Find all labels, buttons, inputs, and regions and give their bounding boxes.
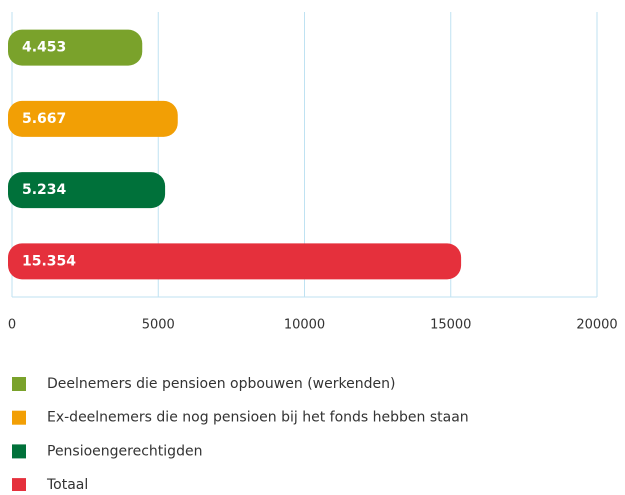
bar-label: 5.234	[22, 182, 67, 198]
legend-swatch	[12, 478, 26, 493]
bar-label: 4.453	[22, 40, 66, 56]
bar	[8, 29, 143, 66]
legend-label: Pensioengerechtigden	[47, 443, 202, 459]
legend-label: Ex-deelnemers die nog pensioen bij het f…	[47, 410, 469, 426]
x-tick-label: 0	[8, 318, 16, 333]
x-tick-label: 15000	[430, 318, 471, 333]
legend-swatch	[12, 410, 26, 425]
legend-swatch	[12, 444, 26, 459]
bar	[8, 172, 166, 209]
bar-label: 5.667	[22, 111, 66, 127]
bar	[8, 100, 178, 137]
legend-label: Deelnemers die pensioen opbouwen (werken…	[47, 376, 395, 392]
x-tick-label: 20000	[576, 318, 617, 333]
x-tick-label: 5000	[142, 318, 175, 333]
legend-label: Totaal	[46, 477, 88, 491]
legend-swatch	[12, 377, 26, 391]
bar	[8, 243, 462, 280]
bar-label: 15.354	[22, 253, 76, 269]
x-tick-label: 10000	[284, 318, 325, 333]
